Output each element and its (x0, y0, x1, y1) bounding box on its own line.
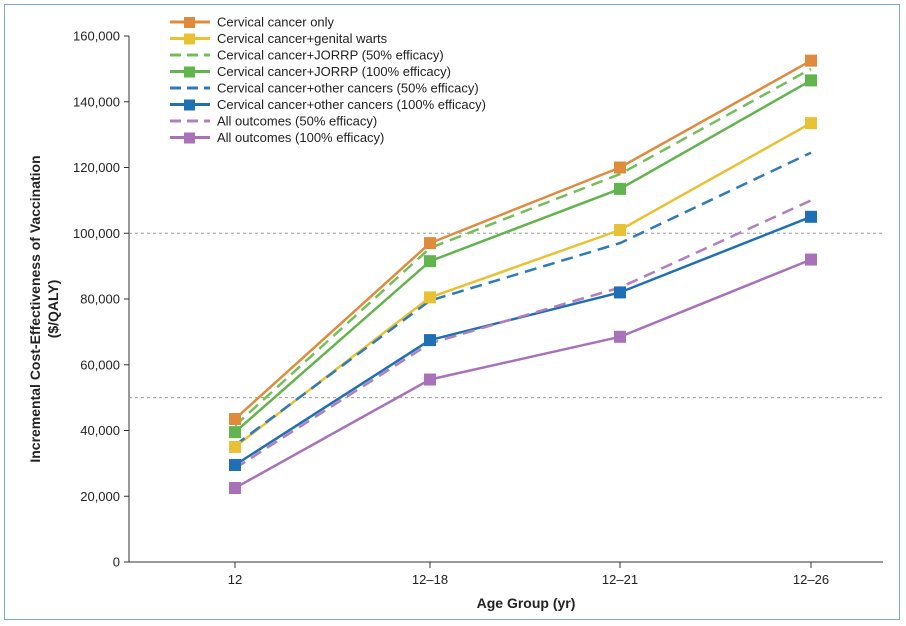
x-tick-label: 12–26 (793, 572, 829, 587)
series-line (234, 59, 812, 420)
data-point-marker (614, 330, 626, 343)
data-point-marker (229, 440, 241, 453)
legend-swatch-marker (184, 33, 195, 45)
data-point-marker (805, 253, 817, 266)
legend-swatch-marker (184, 99, 195, 111)
legend-label: Cervical cancer+genital warts (217, 31, 388, 46)
y-tick-label: 120,000 (73, 160, 120, 175)
y-tick-label: 20,000 (80, 489, 120, 504)
data-point-marker (229, 482, 241, 495)
line-chart: 0 20,000 40,000 60,000 80,000 100,000 120,000 1… (27, 15, 883, 611)
data-point-marker (614, 286, 626, 299)
legend-swatch-marker (184, 132, 195, 144)
data-point-marker (805, 74, 817, 87)
series-line (234, 258, 812, 490)
legend-swatch-marker (184, 66, 195, 78)
legend-label: Cervical cancer+JORRP (50% efficacy) (217, 48, 444, 63)
data-point-marker (614, 161, 626, 174)
y-axis-title-line2: ($/QALY) (45, 280, 61, 339)
series-line (234, 199, 812, 470)
data-point-marker (805, 210, 817, 223)
data-point-marker (614, 182, 626, 195)
axes: 0 20,000 40,000 60,000 80,000 100,000 120,000 1… (73, 29, 883, 587)
y-tick-label: 60,000 (80, 357, 120, 372)
series-line (234, 151, 812, 447)
y-tick-label: 0 (113, 555, 120, 570)
data-point-marker (424, 334, 436, 347)
y-tick-label: 100,000 (73, 226, 120, 241)
legend-label: All outcomes (100% efficacy) (217, 130, 384, 145)
data-point-marker (805, 54, 817, 67)
data-point-marker (424, 237, 436, 250)
legend-label: Cervical cancer+JORRP (100% efficacy) (217, 64, 451, 79)
data-point-marker (424, 373, 436, 386)
series-line (234, 79, 812, 434)
x-axis-title: Age Group (yr) (477, 595, 576, 611)
figure-frame: 0 20,000 40,000 60,000 80,000 100,000 120,000 1… (4, 4, 900, 620)
reference-lines (129, 232, 883, 399)
legend-label: Cervical cancer+other cancers (100% effi… (217, 97, 486, 112)
series-line (234, 122, 812, 448)
legend-label: Cervical cancer+other cancers (50% effic… (217, 81, 479, 96)
data-point-marker (229, 412, 241, 425)
legend-label: All outcomes (50% efficacy) (217, 114, 377, 129)
data-point-marker (614, 223, 626, 236)
y-tick-label: 140,000 (73, 94, 120, 109)
data-point-marker (805, 117, 817, 130)
x-tick-label: 12 (228, 572, 242, 587)
series-line (234, 67, 812, 427)
data-point-marker (229, 426, 241, 439)
x-tick-label: 12–18 (412, 572, 448, 587)
data-point-marker (424, 255, 436, 268)
x-tick-label: 12–21 (602, 572, 638, 587)
legend-swatch-marker (184, 17, 195, 28)
legend-label: Cervical cancer only (217, 15, 335, 30)
data-point-marker (424, 291, 436, 304)
y-tick-label: 80,000 (80, 292, 120, 307)
y-tick-label: 40,000 (80, 423, 120, 438)
series-lines (229, 54, 817, 495)
y-tick-label: 160,000 (73, 29, 120, 44)
y-axis-title-line1: Incremental Cost-Effectiveness of Vaccin… (27, 155, 43, 462)
data-point-marker (229, 459, 241, 472)
